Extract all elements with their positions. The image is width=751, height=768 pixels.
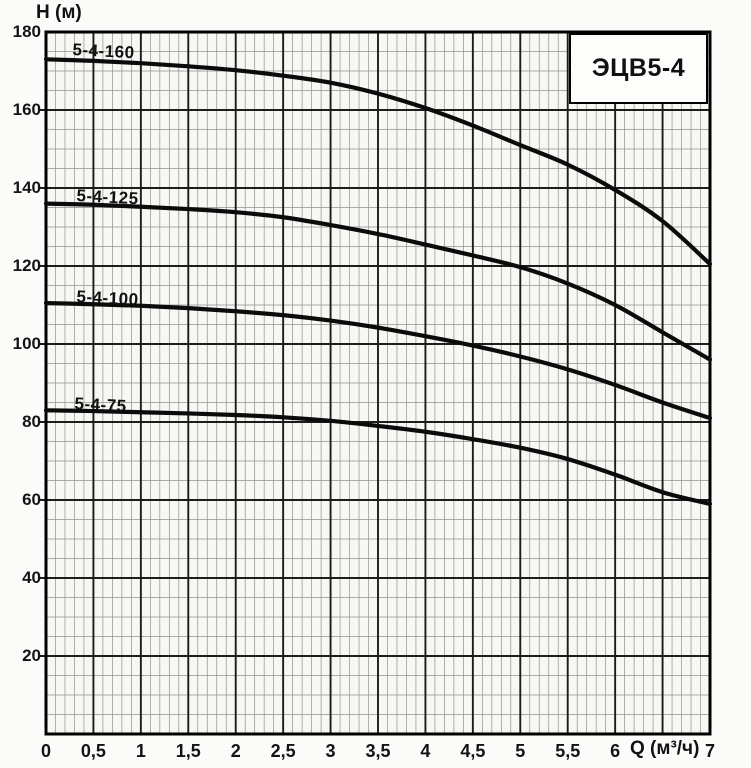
x-tick-label-1,5: 1,5 (175, 741, 201, 761)
curve-5-4-75 (43, 408, 713, 506)
y-tick-label-180: 180 (12, 22, 41, 41)
y-tick-label-100: 100 (12, 334, 41, 353)
x-tick-label-4,5: 4,5 (460, 741, 486, 761)
y-tick-label-40: 40 (22, 568, 41, 587)
x-tick-label-0,5: 0,5 (80, 741, 106, 761)
x-axis-title: Q (м³/ч) (630, 738, 700, 759)
x-tick-label-2: 2 (230, 741, 241, 761)
x-tick-label-3,5: 3,5 (365, 741, 391, 761)
curve-5-4-125 (43, 201, 713, 362)
x-tick-label-2,5: 2,5 (270, 741, 296, 761)
pump-model-title: ЭЦВ5-4 (591, 54, 686, 82)
x-tick-label-1: 1 (135, 741, 146, 761)
curve-label-5-4-125: 5-4-125 (76, 186, 140, 209)
curve-label-5-4-100: 5-4-100 (76, 287, 140, 310)
curve-label-5-4-75: 5-4-75 (74, 394, 128, 416)
y-tick-label-80: 80 (22, 412, 41, 431)
x-tick-label-6: 6 (610, 741, 621, 761)
x-tick-label-4: 4 (420, 741, 431, 761)
y-tick-label-60: 60 (22, 490, 41, 509)
y-tick-label-120: 120 (12, 256, 41, 275)
pump-model-title-box: ЭЦВ5-4 (569, 33, 708, 104)
y-axis-title: H (м) (36, 2, 82, 23)
x-tick-label-7: 7 (704, 741, 716, 761)
y-tick-label-160: 160 (12, 100, 41, 119)
x-tick-label-5,5: 5,5 (555, 741, 581, 761)
curve-5-4-160 (43, 57, 713, 267)
curve-5-4-100 (43, 300, 713, 421)
y-tick-label-20: 20 (22, 646, 41, 665)
plot-border (44, 30, 712, 736)
x-tick-label-0: 0 (40, 741, 52, 761)
x-tick-label-3: 3 (325, 741, 336, 761)
x-tick-label-5: 5 (515, 741, 526, 761)
curve-label-5-4-160: 5-4-160 (72, 40, 136, 63)
y-tick-label-140: 140 (12, 178, 41, 197)
